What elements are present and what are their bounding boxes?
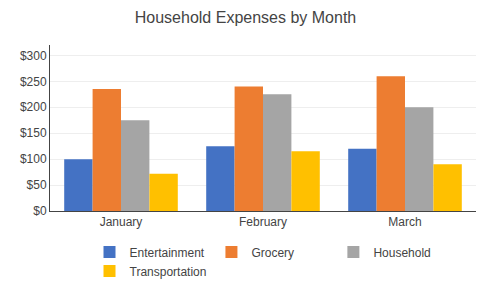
svg-text:March: March	[388, 215, 421, 229]
svg-text:Entertainment: Entertainment	[130, 246, 205, 260]
svg-text:$200: $200	[20, 100, 47, 114]
svg-text:Grocery: Grocery	[251, 246, 294, 260]
svg-text:$150: $150	[20, 126, 47, 140]
svg-text:Transportation: Transportation	[130, 265, 207, 279]
svg-text:Household: Household	[373, 246, 430, 260]
svg-text:$250: $250	[20, 75, 47, 89]
svg-text:$50: $50	[27, 178, 47, 192]
svg-text:$300: $300	[20, 49, 47, 63]
svg-text:$0: $0	[33, 204, 47, 218]
svg-text:$100: $100	[20, 152, 47, 166]
svg-text:January: January	[100, 215, 143, 229]
svg-text:February: February	[239, 215, 287, 229]
svg-text:Household Expenses by Month: Household Expenses by Month	[135, 9, 356, 26]
